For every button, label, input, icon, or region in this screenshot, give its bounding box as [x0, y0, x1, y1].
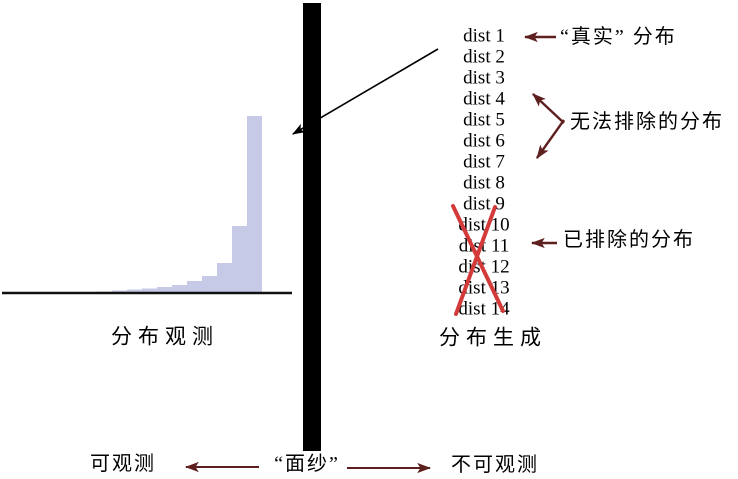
pointer-true-dist-to-histogram — [292, 48, 439, 135]
veil-label: “面纱” — [274, 453, 340, 475]
histogram-bar — [217, 263, 232, 293]
histogram-caption: 分布观测 — [111, 324, 219, 349]
arrow-not-excluded-down — [536, 119, 565, 159]
arrow-not-excluded-up — [532, 93, 565, 124]
histogram-bar — [172, 285, 187, 293]
histogram-bar — [142, 288, 157, 293]
generator-caption: 分布生成 — [439, 325, 547, 350]
histogram-bar — [247, 116, 262, 293]
true-dist-label: “真实” 分布 — [560, 26, 677, 48]
unobservable-label: 不可观测 — [451, 454, 539, 476]
histogram-bar — [157, 287, 172, 293]
histogram-bar — [127, 289, 142, 293]
excluded-label: 已排除的分布 — [563, 229, 695, 251]
observable-label: 可观测 — [90, 453, 156, 475]
histogram-bar — [202, 276, 217, 293]
histogram-bar — [112, 290, 127, 293]
histogram-bar — [187, 281, 202, 293]
histogram-bar — [232, 226, 247, 293]
not-excluded-label: 无法排除的分布 — [570, 111, 724, 133]
veil-bar — [303, 3, 321, 451]
